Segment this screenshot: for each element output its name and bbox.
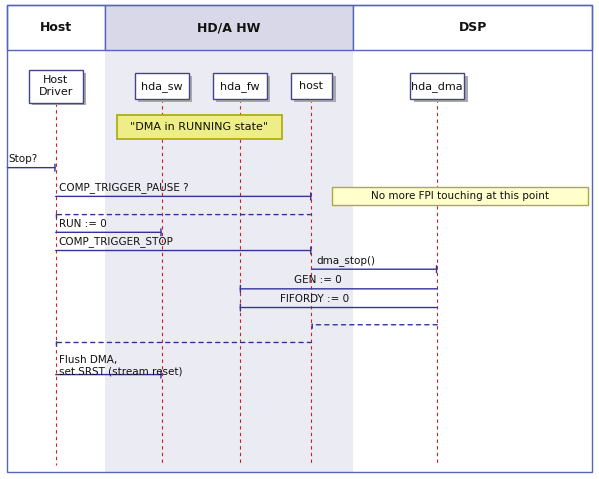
Text: hda_fw: hda_fw [220, 81, 259, 91]
Bar [32, 73, 86, 105]
Text: COMP_TRIGGER_STOP: COMP_TRIGGER_STOP [59, 236, 174, 247]
Text: GEN := 0: GEN := 0 [294, 275, 341, 285]
Bar [216, 76, 270, 103]
FancyBboxPatch shape [117, 115, 282, 139]
Bar [7, 5, 105, 50]
Text: hda_dma: hda_dma [412, 81, 463, 91]
FancyBboxPatch shape [332, 187, 588, 205]
Bar [138, 76, 192, 103]
Bar [135, 73, 189, 100]
Bar [353, 5, 592, 50]
Text: No more FPI touching at this point: No more FPI touching at this point [371, 191, 549, 201]
Text: DSP: DSP [458, 21, 487, 34]
Text: FIFORDY := 0: FIFORDY := 0 [280, 294, 349, 304]
Bar [105, 5, 353, 50]
Text: hda_sw: hda_sw [141, 81, 183, 91]
Text: RUN := 0: RUN := 0 [59, 219, 107, 229]
Bar [213, 73, 267, 100]
Text: host: host [300, 81, 323, 91]
Text: dma_stop(): dma_stop() [316, 255, 375, 266]
Text: Flush DMA,
set SRST (stream reset): Flush DMA, set SRST (stream reset) [59, 355, 182, 376]
Text: Stop?: Stop? [8, 154, 38, 164]
Bar [291, 73, 332, 100]
Bar [105, 50, 353, 472]
Text: HD/A HW: HD/A HW [198, 21, 261, 34]
Bar [294, 76, 336, 103]
Bar [414, 76, 468, 103]
Text: Host: Host [40, 21, 72, 34]
Text: Host
Driver: Host Driver [38, 75, 73, 97]
Bar [29, 70, 83, 103]
Text: COMP_TRIGGER_PAUSE ?: COMP_TRIGGER_PAUSE ? [59, 182, 188, 193]
Text: "DMA in RUNNING state": "DMA in RUNNING state" [130, 122, 268, 132]
Bar [410, 73, 464, 100]
